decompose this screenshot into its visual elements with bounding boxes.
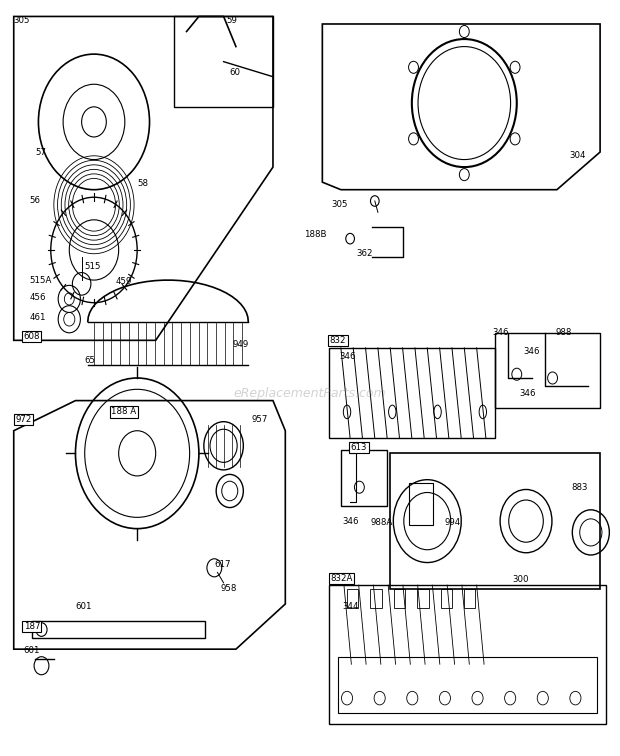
Ellipse shape	[343, 405, 351, 419]
Text: 187: 187	[24, 622, 40, 631]
Bar	[394, 589, 405, 608]
Text: 346: 346	[492, 328, 508, 337]
Text: 613: 613	[351, 443, 367, 452]
Text: 346: 346	[523, 347, 539, 356]
Text: 459: 459	[115, 277, 132, 286]
Bar	[464, 589, 476, 608]
Text: 188 A: 188 A	[111, 407, 136, 417]
Text: 832: 832	[330, 336, 346, 345]
Text: 304: 304	[569, 151, 586, 160]
Text: 515: 515	[85, 262, 101, 271]
Text: 344: 344	[342, 603, 358, 612]
Bar	[329, 348, 495, 438]
Text: 949: 949	[233, 339, 249, 349]
Text: 58: 58	[137, 179, 148, 188]
Bar	[329, 585, 606, 724]
Text: 617: 617	[215, 560, 231, 569]
Text: 958: 958	[221, 584, 237, 593]
Text: 60: 60	[230, 69, 241, 77]
Text: 346: 346	[340, 352, 356, 361]
Text: 601: 601	[23, 646, 40, 655]
Text: 305: 305	[332, 200, 348, 209]
Text: 461: 461	[29, 313, 46, 322]
Text: 608: 608	[24, 332, 40, 341]
Text: 883: 883	[572, 483, 588, 491]
Text: 601: 601	[76, 603, 92, 612]
Bar	[32, 621, 205, 638]
Text: 300: 300	[513, 575, 529, 584]
Ellipse shape	[479, 405, 487, 419]
Text: 515A: 515A	[29, 276, 51, 284]
Text: 832A: 832A	[330, 574, 353, 583]
Text: 972: 972	[16, 415, 32, 424]
Text: 57: 57	[35, 147, 46, 156]
Text: 346: 346	[342, 516, 358, 525]
Bar	[341, 450, 387, 506]
Text: 957: 957	[251, 415, 268, 424]
Text: 305: 305	[14, 16, 30, 25]
Bar	[371, 589, 381, 608]
Text: eReplacementParts.com: eReplacementParts.com	[234, 386, 386, 400]
Bar	[417, 589, 428, 608]
Ellipse shape	[434, 405, 441, 419]
Text: 188B: 188B	[304, 231, 326, 240]
Bar	[338, 657, 597, 713]
Text: 362: 362	[356, 249, 373, 259]
Text: 988A: 988A	[371, 518, 392, 527]
Bar	[495, 333, 600, 408]
Text: 56: 56	[29, 197, 40, 206]
Text: 994: 994	[445, 518, 461, 527]
Bar	[347, 589, 358, 608]
Ellipse shape	[389, 405, 396, 419]
Text: 456: 456	[29, 293, 46, 302]
Text: 346: 346	[520, 389, 536, 398]
Text: 59: 59	[227, 16, 237, 25]
Bar	[174, 17, 273, 107]
Bar	[441, 589, 452, 608]
Text: 65: 65	[85, 356, 95, 365]
Text: 988: 988	[556, 328, 572, 337]
Bar	[409, 483, 433, 525]
